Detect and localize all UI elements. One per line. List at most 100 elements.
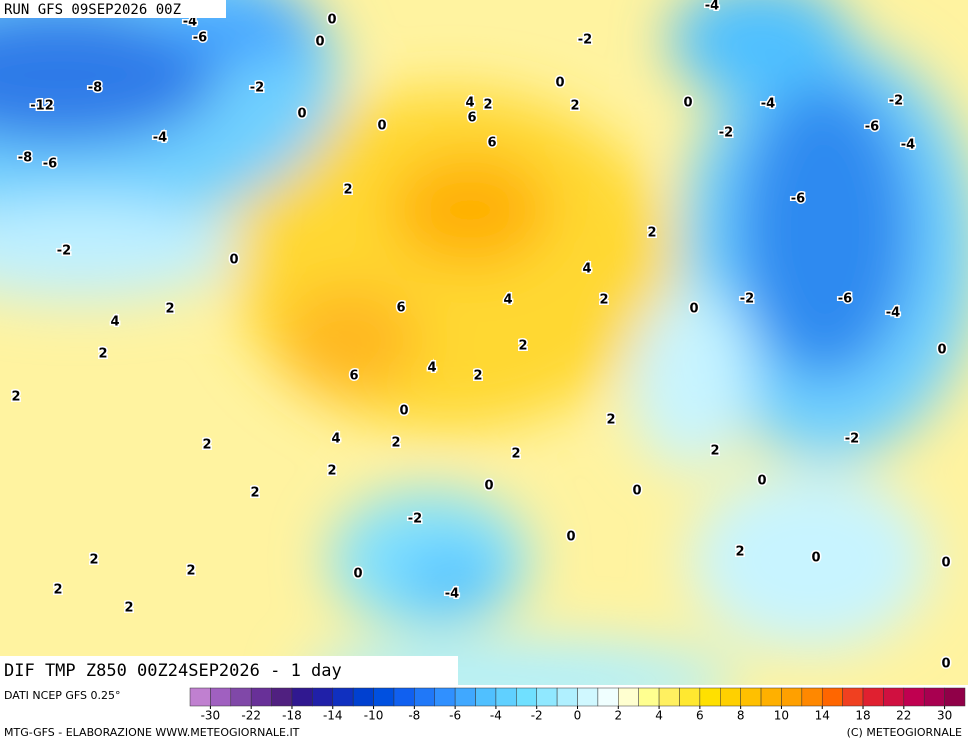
colorbar-swatch bbox=[781, 687, 803, 707]
colorbar-swatch bbox=[862, 687, 884, 707]
colorbar-swatch bbox=[638, 687, 660, 707]
contour-label: 0 bbox=[297, 107, 306, 122]
contour-label: -2 bbox=[578, 33, 592, 48]
contour-label: 4 bbox=[331, 432, 340, 447]
contour-label: -8 bbox=[18, 151, 32, 166]
contour-label: 0 bbox=[937, 343, 946, 358]
contour-label: -4 bbox=[153, 131, 167, 146]
colorbar-tick-label: -4 bbox=[490, 709, 502, 723]
contour-label: -8 bbox=[88, 81, 102, 96]
contour-label: -6 bbox=[193, 31, 207, 46]
colorbar-swatch bbox=[291, 687, 313, 707]
colorbar-tick-label: -14 bbox=[323, 709, 343, 723]
contour-label: 2 bbox=[327, 464, 336, 479]
contour-label: 2 bbox=[343, 183, 352, 198]
contour-label: 2 bbox=[98, 347, 107, 362]
contour-label: 0 bbox=[484, 479, 493, 494]
colorbar-tick-label: -6 bbox=[449, 709, 461, 723]
colorbar-swatch bbox=[720, 687, 741, 707]
contour-label: 2 bbox=[202, 438, 211, 453]
contour-label: -6 bbox=[838, 292, 852, 307]
colorbar-tick-label: 10 bbox=[774, 709, 789, 723]
contour-label: -4 bbox=[445, 587, 459, 602]
contour-label: -2 bbox=[889, 94, 903, 109]
contour-label: 0 bbox=[941, 657, 950, 672]
contour-label: 0 bbox=[555, 76, 564, 91]
colorbar-tick-label: 14 bbox=[815, 709, 830, 723]
contour-label: -6 bbox=[865, 120, 879, 135]
colorbar-tick-label: -18 bbox=[282, 709, 302, 723]
contour-label: -2 bbox=[57, 244, 71, 259]
contour-label: 0 bbox=[757, 474, 766, 489]
contour-label: 4 bbox=[465, 96, 474, 111]
colorbar-swatch bbox=[821, 687, 843, 707]
colorbar-tick-label: -8 bbox=[408, 709, 420, 723]
colorbar-swatch bbox=[699, 687, 721, 707]
contour-label: 2 bbox=[483, 98, 492, 113]
contour-label: -6 bbox=[791, 192, 805, 207]
colorbar-swatch bbox=[536, 687, 558, 707]
colorbar-tick-label: 4 bbox=[655, 709, 663, 723]
contour-label: 6 bbox=[467, 111, 476, 126]
map-title: DIF TMP Z850 00Z24SEP2026 - 1 day bbox=[4, 661, 342, 681]
contour-label: 2 bbox=[606, 413, 615, 428]
contour-label: -12 bbox=[30, 99, 54, 114]
colorbar-swatch bbox=[373, 687, 395, 707]
contour-label: 6 bbox=[487, 136, 496, 151]
contour-label: 6 bbox=[349, 369, 358, 384]
contour-label: 4 bbox=[110, 315, 119, 330]
contour-label: 2 bbox=[11, 390, 20, 405]
contour-label: -2 bbox=[250, 81, 264, 96]
contour-label: 0 bbox=[353, 567, 362, 582]
colorbar-swatch bbox=[414, 687, 435, 707]
colorbar-swatch bbox=[393, 687, 415, 707]
copyright-label: (C) METEOGIORNALE bbox=[847, 726, 962, 739]
contour-label: 2 bbox=[53, 583, 62, 598]
contour-label: 2 bbox=[710, 444, 719, 459]
colorbar-swatch bbox=[597, 687, 619, 707]
colorbar-swatch bbox=[658, 687, 680, 707]
run-box bbox=[0, 0, 226, 18]
contour-label: -4 bbox=[886, 306, 900, 321]
colorbar-swatch bbox=[883, 687, 905, 707]
colorbar-tick-label: 2 bbox=[614, 709, 622, 723]
contour-label: -4 bbox=[901, 138, 915, 153]
colorbar-swatch bbox=[903, 687, 925, 707]
contour-label: 2 bbox=[511, 447, 520, 462]
colorbar-swatch bbox=[679, 687, 701, 707]
contour-label: 0 bbox=[566, 530, 575, 545]
colorbar-tick-label: -30 bbox=[201, 709, 221, 723]
contour-label: -2 bbox=[845, 432, 859, 447]
colorbar-swatch bbox=[516, 687, 537, 707]
contour-label: 4 bbox=[503, 293, 512, 308]
contour-label: 0 bbox=[941, 556, 950, 571]
colorbar-swatch bbox=[842, 687, 864, 707]
colorbar-swatch bbox=[944, 687, 966, 707]
contour-label: 0 bbox=[683, 96, 692, 111]
contour-label: 0 bbox=[632, 484, 641, 499]
colorbar-tick-label: -10 bbox=[364, 709, 384, 723]
contour-label: -4 bbox=[705, 0, 719, 14]
colorbar-swatch bbox=[230, 687, 252, 707]
colorbar-swatch bbox=[577, 687, 599, 707]
contour-label: 2 bbox=[124, 601, 133, 616]
colorbar-swatch bbox=[210, 687, 232, 707]
colorbar-tick-label: 18 bbox=[855, 709, 870, 723]
contour-label: 0 bbox=[689, 302, 698, 317]
contour-label: 2 bbox=[89, 553, 98, 568]
contour-label: 0 bbox=[229, 253, 238, 268]
contour-label: 0 bbox=[399, 404, 408, 419]
colorbar-tick-label: 0 bbox=[574, 709, 582, 723]
contour-label: -6 bbox=[43, 157, 57, 172]
colorbar-swatch bbox=[332, 687, 354, 707]
colorbar-swatch bbox=[454, 687, 476, 707]
contour-label: 2 bbox=[250, 486, 259, 501]
colorbar-swatch bbox=[801, 687, 823, 707]
colorbar-swatch bbox=[250, 687, 272, 707]
colorbar-swatch bbox=[352, 687, 374, 707]
contour-label: 0 bbox=[315, 35, 324, 50]
contour-label: 2 bbox=[165, 302, 174, 317]
source-label: DATI NCEP GFS 0.25° bbox=[4, 689, 121, 702]
